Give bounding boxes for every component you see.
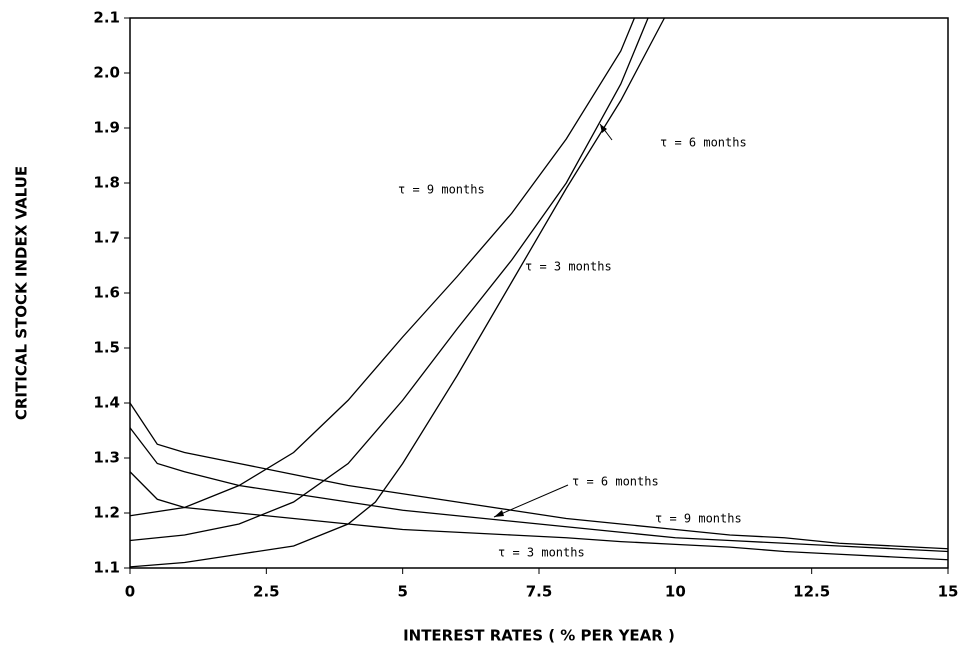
series-label: τ = 6 months xyxy=(660,136,747,150)
series-line xyxy=(129,17,649,542)
y-tick-label: 1.1 xyxy=(93,559,120,577)
series-line xyxy=(129,17,636,517)
y-axis-label: CRITICAL STOCK INDEX VALUE xyxy=(13,166,31,420)
y-tick-label: 1.4 xyxy=(93,394,120,412)
series-line xyxy=(129,17,666,568)
y-tick-label: 1.9 xyxy=(93,119,120,137)
x-tick-label: 2.5 xyxy=(253,583,280,601)
plot-frame xyxy=(129,17,949,569)
arrow xyxy=(493,484,569,518)
x-tick-label: 12.5 xyxy=(793,583,830,601)
x-tick-label: 7.5 xyxy=(526,583,553,601)
y-tick-label: 1.6 xyxy=(93,284,120,302)
series-label: τ = 9 months xyxy=(398,183,485,197)
y-tick-label: 2.1 xyxy=(93,9,120,27)
series-line xyxy=(129,427,949,553)
x-tick-label: 5 xyxy=(397,583,407,601)
x-axis-label: INTEREST RATES ( % PER YEAR ) xyxy=(403,627,675,645)
series-line xyxy=(129,402,949,550)
series-label: τ = 3 months xyxy=(498,546,585,560)
y-tick-label: 1.2 xyxy=(93,504,120,522)
y-tick-label: 1.5 xyxy=(93,339,120,357)
series-label: τ = 9 months xyxy=(655,512,742,526)
y-tick-label: 2.0 xyxy=(93,64,120,82)
arrow-head xyxy=(494,510,504,517)
series-line xyxy=(129,471,949,561)
y-tick-label: 1.8 xyxy=(93,174,120,192)
series-label: τ = 6 months xyxy=(572,475,659,489)
x-tick-label: 10 xyxy=(665,583,686,601)
x-tick-label: 15 xyxy=(938,583,959,601)
x-tick-label: 0 xyxy=(125,583,135,601)
y-tick-label: 1.7 xyxy=(93,229,120,247)
y-tick-label: 1.3 xyxy=(93,449,120,467)
series-label: τ = 3 months xyxy=(525,260,612,274)
